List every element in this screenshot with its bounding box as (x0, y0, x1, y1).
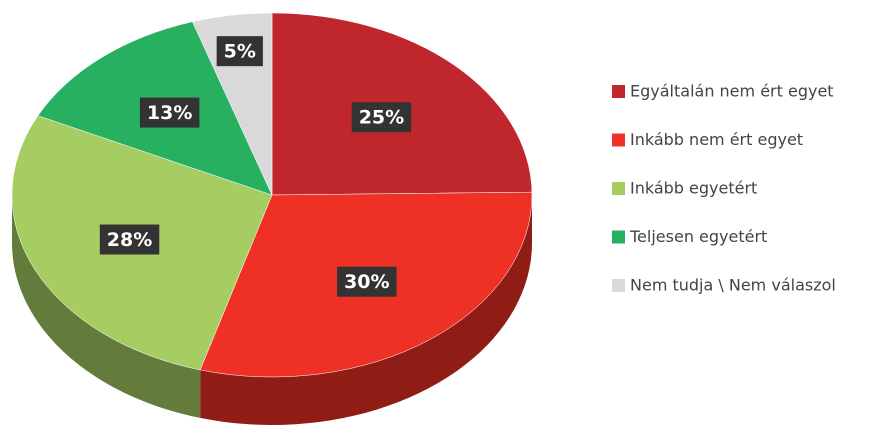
data-label: 30% (337, 266, 397, 297)
label-text: 28% (107, 229, 152, 251)
label-box (99, 224, 160, 255)
legend-label: Nem tudja \ Nem válaszol (630, 276, 836, 295)
slice-side (12, 195, 201, 418)
data-label: 5% (216, 36, 263, 67)
data-label: 25% (351, 102, 412, 133)
label-box (139, 97, 200, 128)
label-text: 25% (359, 107, 404, 129)
legend-swatch (612, 230, 625, 244)
data-label: 28% (99, 224, 160, 255)
label-box (351, 102, 412, 133)
legend-label: Teljesen egyetért (629, 227, 767, 246)
legend-label: Egyáltalán nem ért egyet (630, 82, 834, 101)
label-text: 5% (224, 41, 256, 63)
data-label: 13% (139, 97, 200, 128)
label-box (216, 36, 263, 67)
label-text: 13% (147, 102, 192, 124)
legend-swatch (612, 182, 625, 195)
legend-label: Inkább egyetért (630, 179, 757, 198)
legend-swatch (612, 279, 625, 292)
label-text: 30% (344, 271, 389, 293)
legend-swatch (612, 133, 625, 147)
legend-label: Inkább nem ért egyet (630, 130, 803, 149)
slice-side (200, 195, 532, 425)
label-box (337, 266, 397, 297)
legend-swatch (612, 85, 625, 98)
